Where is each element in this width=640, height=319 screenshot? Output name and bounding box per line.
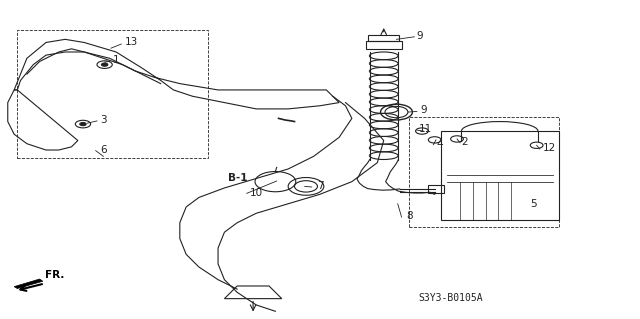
Text: 3: 3 bbox=[100, 115, 107, 125]
Text: 9: 9 bbox=[417, 31, 424, 41]
Text: 4: 4 bbox=[436, 139, 443, 149]
Text: 5: 5 bbox=[531, 199, 537, 209]
Bar bbox=[366, 41, 401, 49]
Text: 1: 1 bbox=[113, 55, 120, 65]
Text: 2: 2 bbox=[461, 137, 468, 147]
Text: 10: 10 bbox=[250, 188, 263, 198]
Text: 12: 12 bbox=[543, 144, 556, 153]
Bar bbox=[369, 34, 399, 41]
Bar bbox=[409, 117, 559, 227]
Bar bbox=[428, 185, 444, 193]
Text: FR.: FR. bbox=[45, 270, 64, 280]
Text: S3Y3-B0105A: S3Y3-B0105A bbox=[419, 293, 483, 303]
Text: 8: 8 bbox=[406, 211, 413, 221]
Bar bbox=[441, 131, 559, 219]
Circle shape bbox=[101, 63, 108, 66]
Polygon shape bbox=[14, 279, 43, 288]
Circle shape bbox=[80, 122, 86, 126]
Text: 6: 6 bbox=[100, 145, 107, 155]
Text: B-1: B-1 bbox=[228, 174, 247, 183]
Text: 7: 7 bbox=[317, 182, 323, 191]
Bar bbox=[17, 30, 209, 158]
Text: 13: 13 bbox=[124, 38, 138, 48]
Text: 9: 9 bbox=[420, 106, 428, 115]
Text: 11: 11 bbox=[419, 124, 432, 135]
